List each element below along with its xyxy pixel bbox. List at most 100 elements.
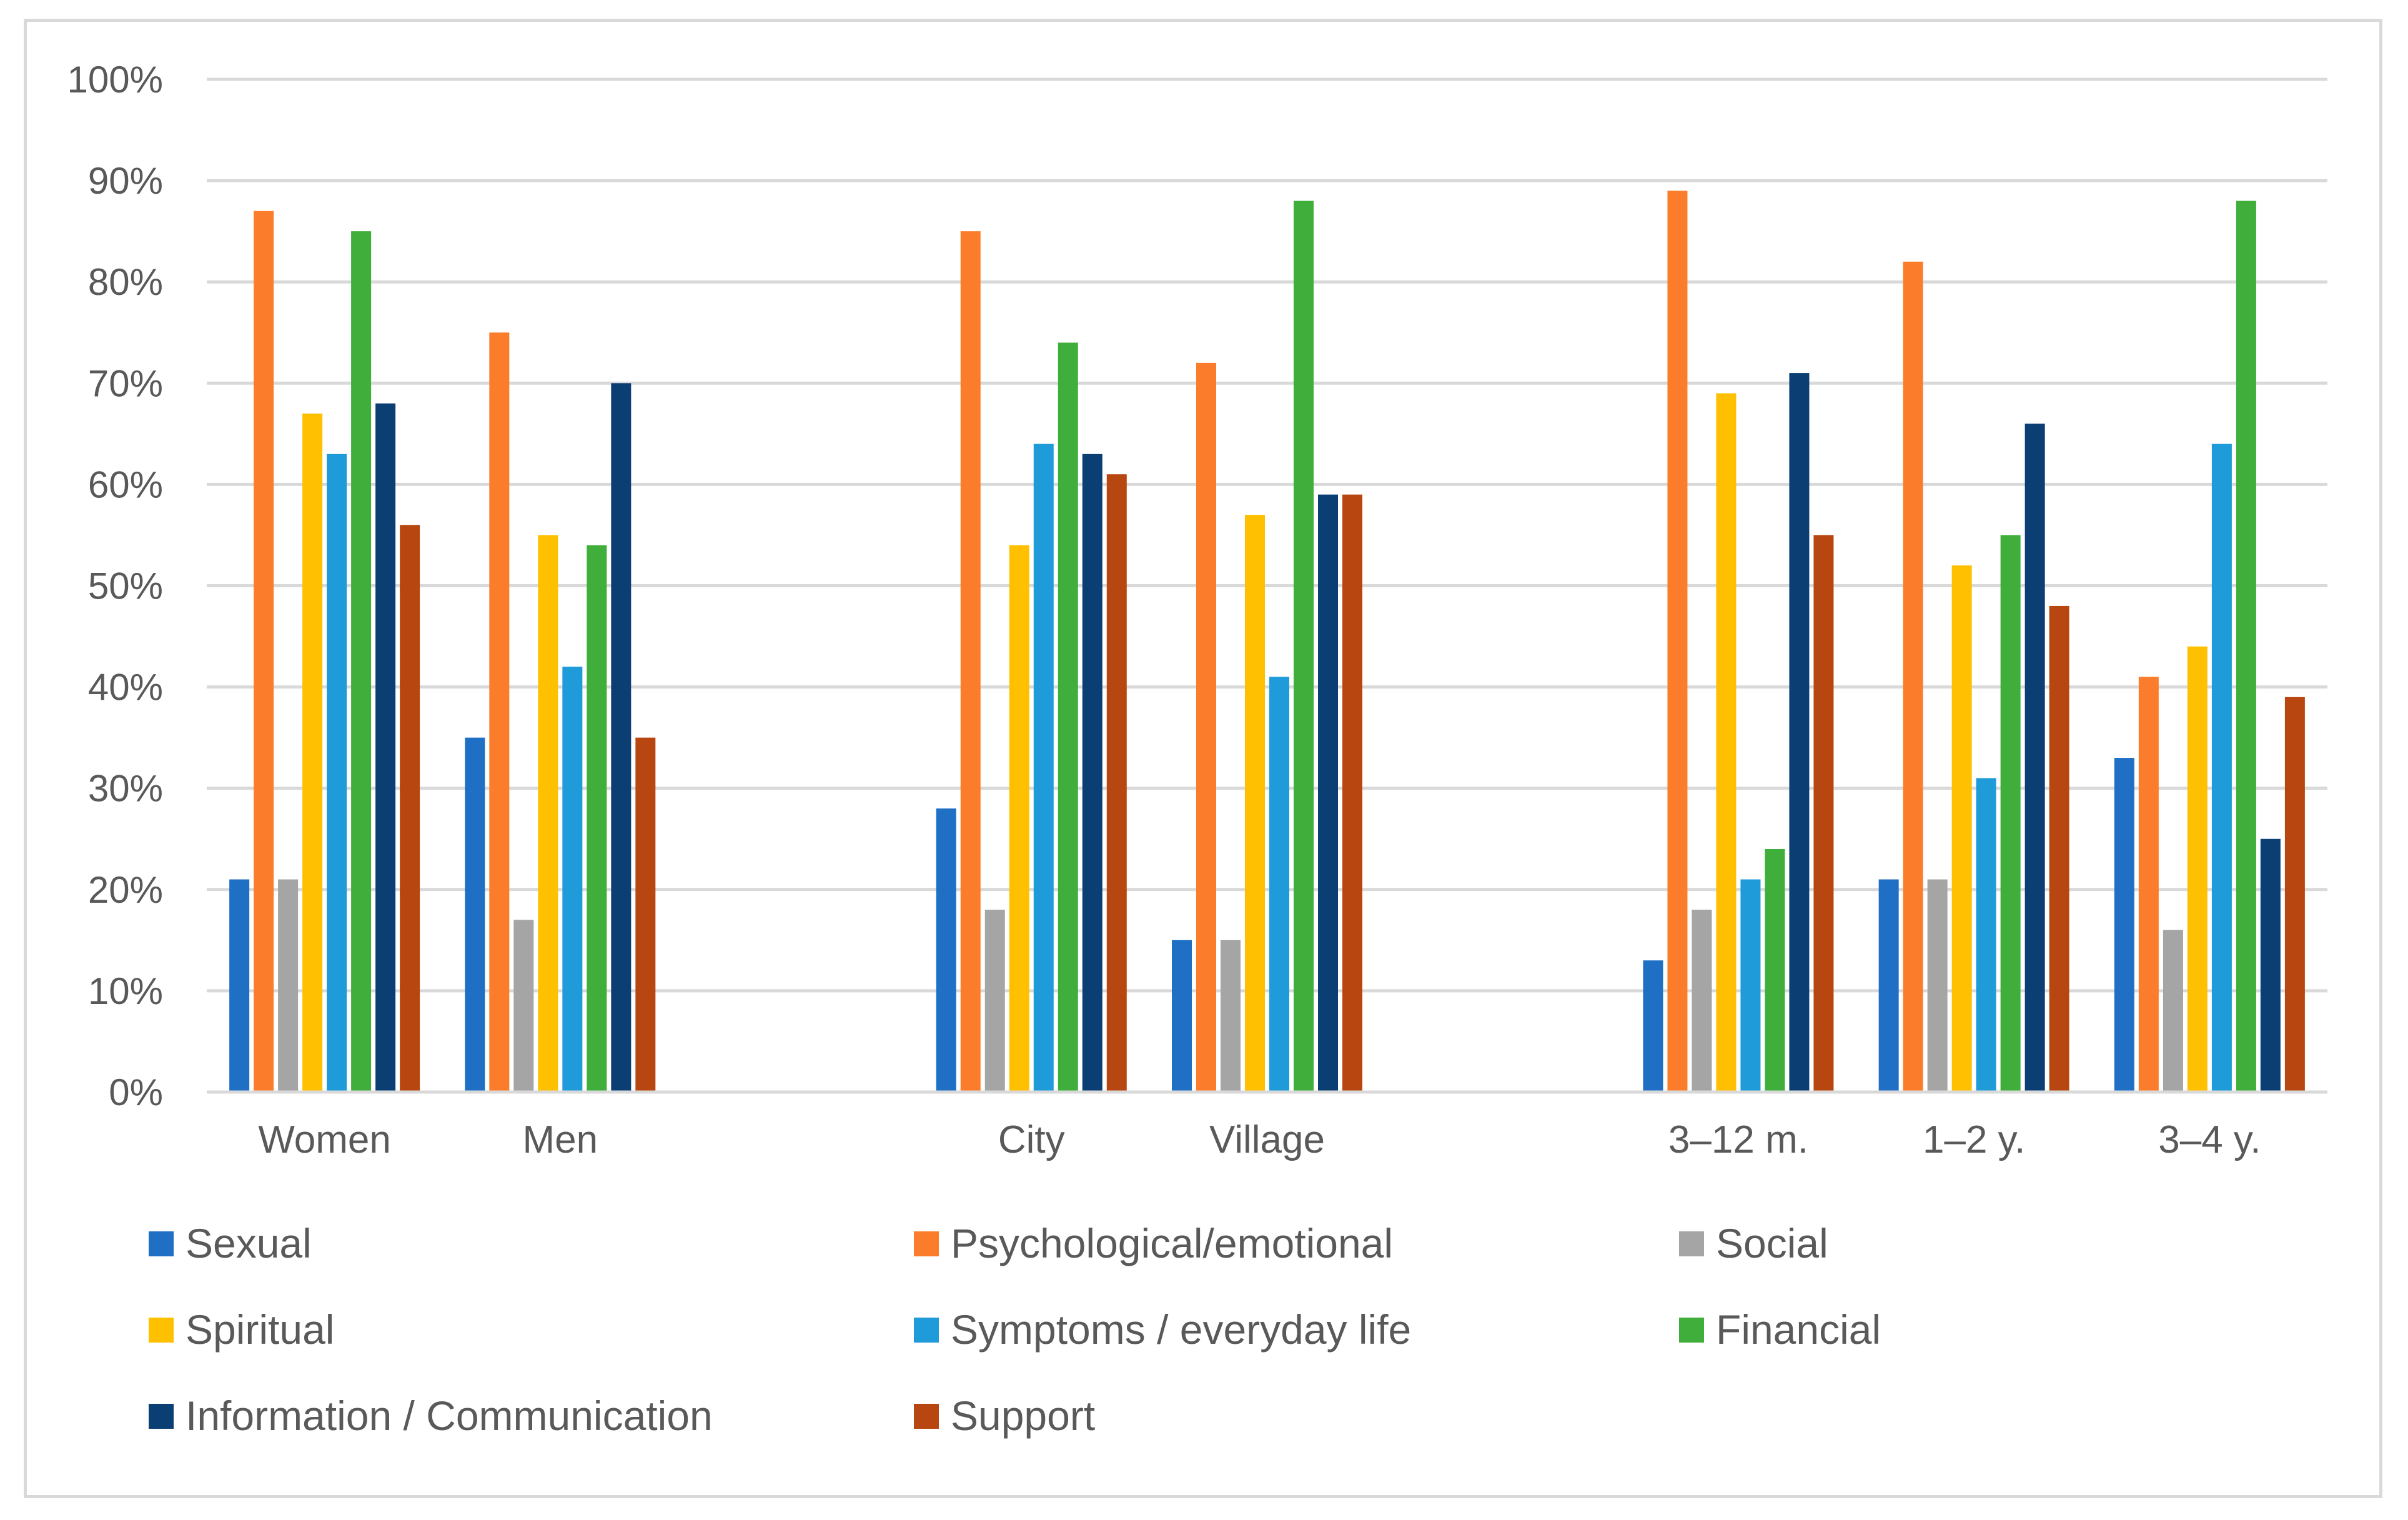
y-axis-ticks: 0% 10% 20% 30% 40% 50% 60% 70% 80% 90% 100% bbox=[67, 59, 163, 1113]
bar bbox=[1740, 879, 1761, 1092]
bar bbox=[1106, 474, 1127, 1092]
legend-item: Symptoms / everyday life bbox=[914, 1306, 1411, 1353]
bar bbox=[2000, 535, 2021, 1092]
bar bbox=[1269, 677, 1289, 1092]
chart-frame: 0% 10% 20% 30% 40% 50% 60% 70% 80% 90% 100% Women M… bbox=[24, 19, 2382, 1498]
legend-swatch bbox=[914, 1404, 939, 1429]
legend-item: Social bbox=[1679, 1220, 1828, 1266]
bar bbox=[2284, 697, 2305, 1092]
bar bbox=[351, 231, 372, 1092]
bar bbox=[1172, 940, 1192, 1092]
bar bbox=[1294, 201, 1314, 1092]
bar bbox=[562, 667, 583, 1092]
legend-label: Spiritual bbox=[186, 1306, 334, 1353]
bar bbox=[1342, 494, 1362, 1092]
bar bbox=[2024, 424, 2045, 1092]
bar bbox=[1058, 342, 1078, 1093]
bar bbox=[2049, 605, 2069, 1092]
x-tick-label: Men bbox=[523, 1118, 598, 1161]
bar bbox=[1245, 515, 1265, 1092]
y-tick-label: 30% bbox=[88, 768, 163, 810]
x-tick-label: Village bbox=[1209, 1118, 1325, 1161]
legend-label: Information / Communication bbox=[186, 1393, 713, 1439]
bar bbox=[2211, 444, 2232, 1092]
bar bbox=[2138, 677, 2159, 1092]
legend-label: Sexual bbox=[186, 1220, 312, 1266]
bar bbox=[1196, 362, 1216, 1092]
bar bbox=[538, 535, 558, 1092]
bar bbox=[302, 413, 323, 1093]
bar bbox=[1033, 444, 1054, 1092]
x-axis-ticks: Women Men City Village 3–12 m. 1–2 y. 3–4 y. bbox=[258, 1118, 2261, 1161]
bar bbox=[400, 525, 420, 1092]
bar bbox=[229, 879, 250, 1092]
legend-label: Social bbox=[1716, 1220, 1828, 1266]
bar bbox=[2187, 646, 2207, 1092]
x-tick-label: 3–4 y. bbox=[2158, 1118, 2261, 1161]
bar bbox=[984, 910, 1005, 1092]
bar bbox=[2260, 838, 2281, 1092]
x-tick-label: 1–2 y. bbox=[1923, 1118, 2025, 1161]
legend-item: Information / Communication bbox=[149, 1393, 713, 1439]
legend-label: Psychological/emotional bbox=[951, 1220, 1393, 1266]
bar bbox=[611, 383, 632, 1092]
bar bbox=[1716, 393, 1737, 1092]
bar bbox=[2163, 930, 2183, 1092]
y-tick-label: 50% bbox=[88, 565, 163, 607]
legend: Sexual Psychological/emotional Social Spiri… bbox=[149, 1220, 1881, 1439]
gridlines bbox=[207, 77, 2327, 993]
y-tick-label: 80% bbox=[88, 261, 163, 303]
y-tick-label: 0% bbox=[109, 1071, 163, 1113]
bar bbox=[936, 808, 956, 1092]
bar bbox=[1903, 261, 1923, 1092]
bar bbox=[375, 403, 396, 1092]
bar bbox=[465, 737, 485, 1092]
bar bbox=[1765, 848, 1785, 1092]
y-tick-label: 90% bbox=[88, 160, 163, 202]
y-tick-label: 10% bbox=[88, 970, 163, 1012]
legend-swatch bbox=[149, 1404, 174, 1429]
y-tick-label: 60% bbox=[88, 464, 163, 505]
y-tick-label: 70% bbox=[88, 362, 163, 404]
y-tick-label: 20% bbox=[88, 869, 163, 911]
bar bbox=[1643, 960, 1663, 1092]
bar bbox=[1813, 535, 1834, 1092]
y-tick-label: 100% bbox=[67, 59, 163, 101]
bar bbox=[1927, 879, 1948, 1092]
bar bbox=[2236, 201, 2256, 1092]
x-tick-label: Women bbox=[258, 1118, 391, 1161]
legend-item: Psychological/emotional bbox=[914, 1220, 1393, 1266]
bar bbox=[278, 879, 299, 1092]
bar bbox=[489, 332, 510, 1092]
bar bbox=[587, 545, 607, 1092]
bar bbox=[1878, 879, 1899, 1092]
bars bbox=[229, 191, 2305, 1093]
bar bbox=[1976, 778, 1996, 1092]
legend-swatch bbox=[1679, 1231, 1704, 1256]
bar bbox=[1789, 373, 1810, 1092]
x-tick-label: City bbox=[998, 1118, 1065, 1161]
bar bbox=[960, 231, 981, 1092]
legend-label: Support bbox=[951, 1393, 1095, 1439]
y-tick-label: 40% bbox=[88, 667, 163, 708]
bar bbox=[513, 920, 534, 1092]
bar bbox=[1318, 494, 1338, 1092]
legend-swatch bbox=[914, 1318, 939, 1343]
legend-label: Symptoms / everyday life bbox=[951, 1306, 1411, 1353]
legend-swatch bbox=[149, 1318, 174, 1343]
bar bbox=[635, 737, 656, 1092]
bar bbox=[1082, 454, 1102, 1092]
bar bbox=[1221, 940, 1241, 1092]
bar bbox=[1667, 191, 1688, 1092]
bar-chart: 0% 10% 20% 30% 40% 50% 60% 70% 80% 90% 100% Women M… bbox=[67, 59, 2327, 1439]
bar bbox=[1692, 910, 1712, 1092]
bar bbox=[1951, 565, 1972, 1092]
legend-item: Support bbox=[914, 1393, 1095, 1439]
bar bbox=[327, 454, 347, 1092]
bar bbox=[254, 211, 274, 1093]
legend-item: Sexual bbox=[149, 1220, 312, 1266]
bar bbox=[2114, 758, 2134, 1092]
legend-swatch bbox=[149, 1231, 174, 1256]
legend-swatch bbox=[1679, 1318, 1704, 1343]
bar bbox=[1009, 545, 1029, 1092]
